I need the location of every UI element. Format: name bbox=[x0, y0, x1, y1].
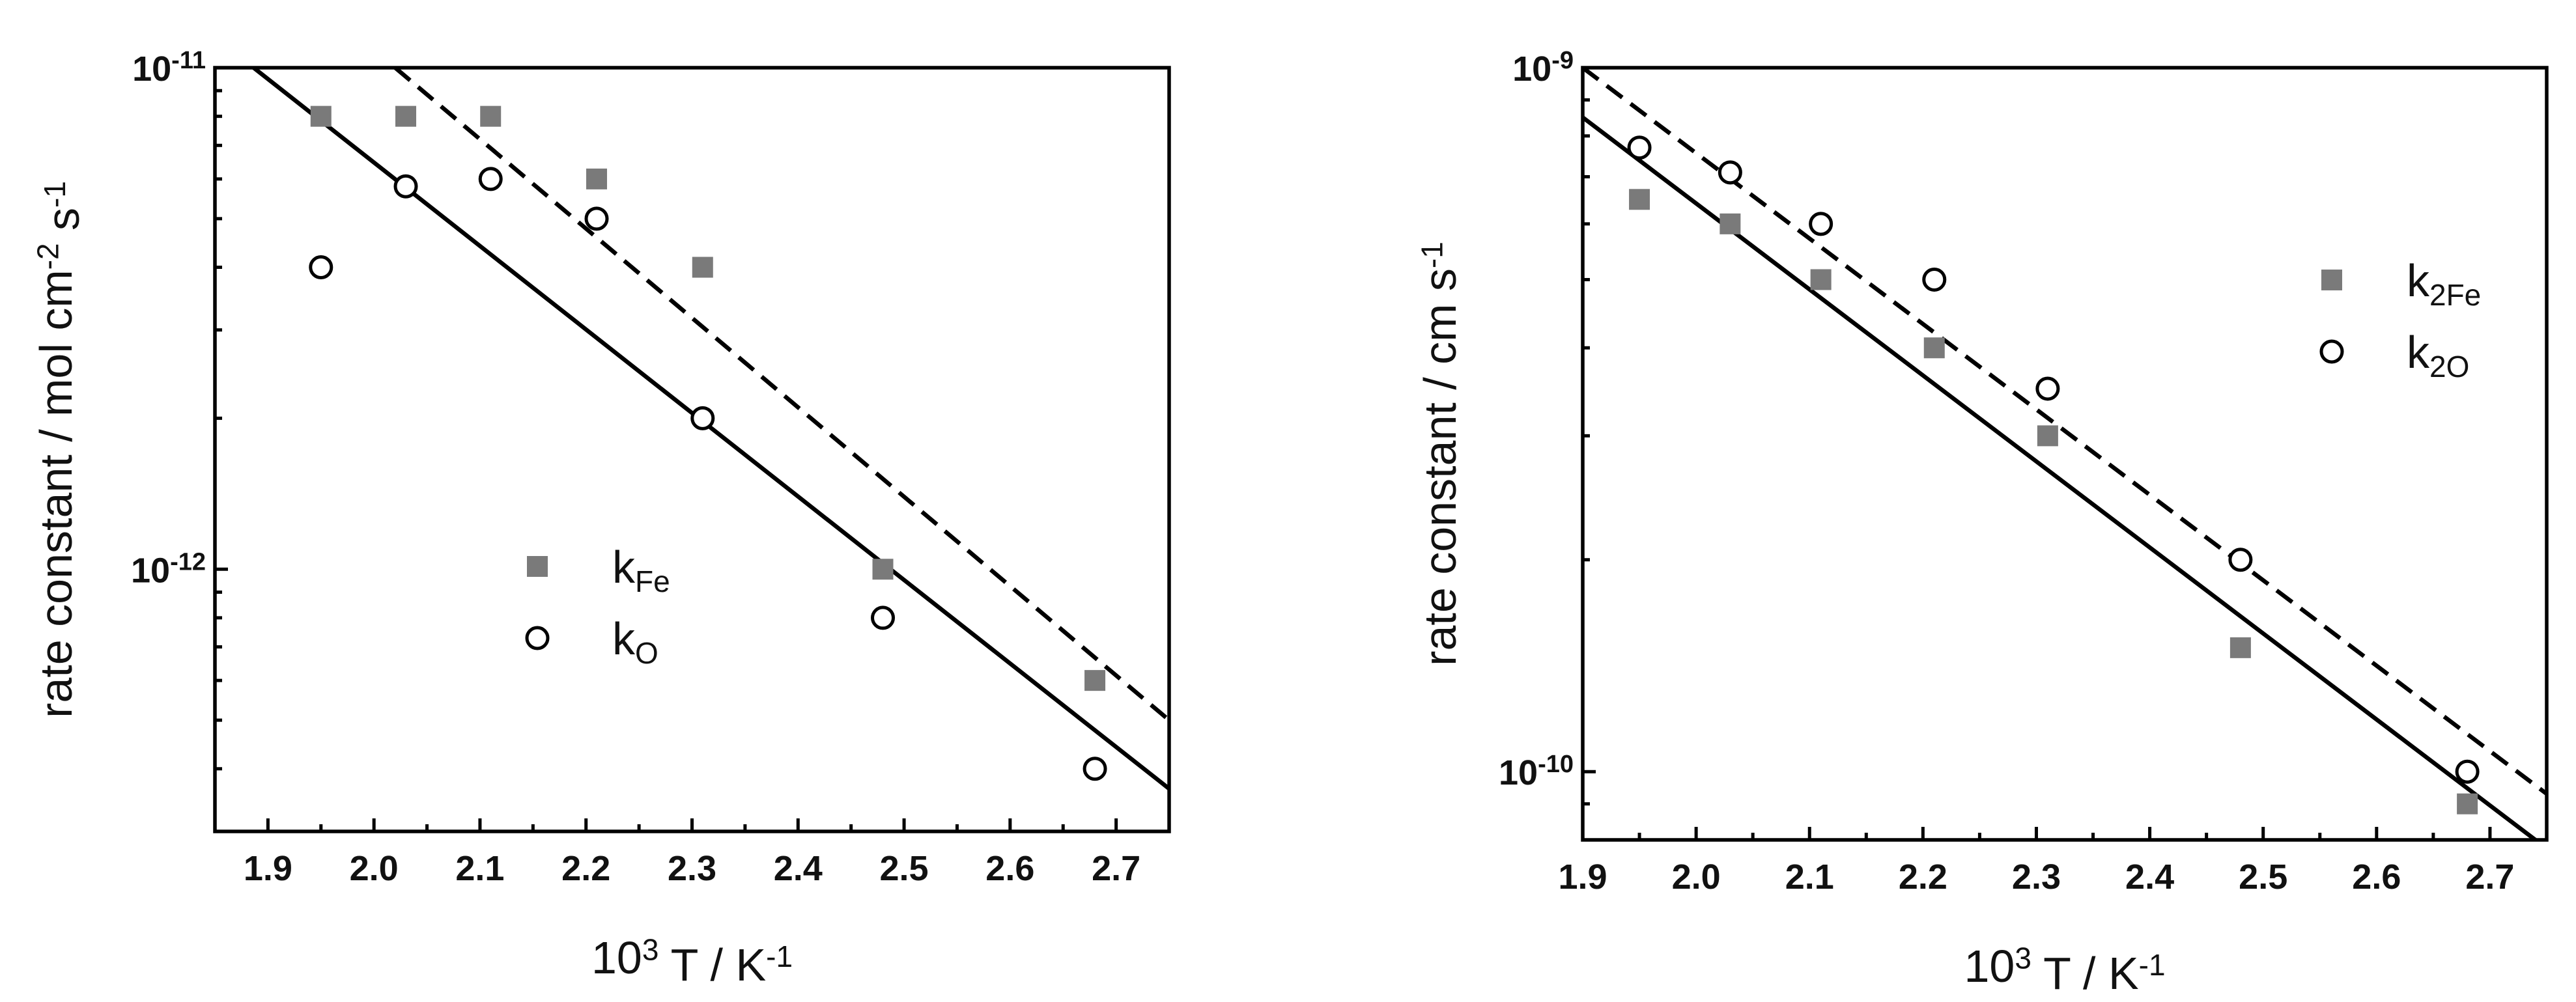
legend-marker bbox=[2319, 339, 2344, 364]
x-tick-label: 2.7 bbox=[1092, 849, 1140, 888]
x-tick-label: 2.5 bbox=[880, 849, 929, 888]
circle-data-point bbox=[1627, 135, 1652, 160]
legend-label: kFe bbox=[612, 542, 670, 598]
square-data-point bbox=[310, 105, 332, 127]
solid-fit-line bbox=[1583, 115, 2537, 840]
x-tick-label: 2.2 bbox=[561, 849, 610, 888]
circle-data-point bbox=[393, 174, 418, 199]
y-tick-label: 10-10 bbox=[1499, 751, 1574, 792]
plot-frame bbox=[213, 66, 1171, 833]
legend-marker bbox=[2321, 270, 2342, 290]
x-tick-label: 2.1 bbox=[1785, 857, 1834, 897]
plot-frame bbox=[1581, 66, 2549, 842]
circle-data-point bbox=[1718, 160, 1742, 185]
square-data-point bbox=[2229, 637, 2251, 658]
circle-data-point bbox=[871, 605, 895, 630]
circle-data-point bbox=[478, 167, 503, 191]
square-data-point bbox=[692, 257, 713, 278]
circle-data-point bbox=[2228, 548, 2253, 572]
x-tick-label: 1.9 bbox=[244, 849, 292, 888]
legend-label: k2Fe bbox=[2407, 255, 2481, 312]
square-data-point bbox=[395, 105, 416, 127]
dashed-fit-line bbox=[1583, 68, 2547, 796]
circle-data-point bbox=[2455, 759, 2480, 784]
square-data-point bbox=[2037, 425, 2058, 447]
circle-data-point bbox=[1922, 267, 1947, 292]
y-tick-label: 10-9 bbox=[1512, 47, 1574, 89]
y-tick-label: 10-12 bbox=[131, 548, 206, 590]
dashed-fit-line bbox=[393, 68, 1169, 722]
y-axis-title: rate constant / mol cm-2 s-1 bbox=[31, 181, 89, 718]
square-data-point bbox=[480, 105, 502, 127]
x-tick-label: 2.4 bbox=[2125, 857, 2174, 897]
circle-data-point bbox=[2035, 376, 2060, 401]
legend-label: kO bbox=[612, 613, 658, 670]
x-tick-label: 2.4 bbox=[774, 849, 823, 888]
circle-data-point bbox=[690, 406, 715, 430]
left-chart-panel: 1.9 2.0 2.1 2.2 2.3 2.4 2.5 2.6 2.7 10-11 10-12 kFe… bbox=[31, 47, 1171, 990]
square-data-point bbox=[1084, 670, 1106, 691]
legend-marker bbox=[527, 556, 548, 577]
y-tick-label: 10-11 bbox=[132, 47, 206, 89]
circle-data-point bbox=[1809, 212, 1833, 236]
square-data-point bbox=[872, 559, 894, 580]
x-axis-title: 103 T / K-1 bbox=[1964, 941, 2165, 999]
x-tick-label: 2.0 bbox=[1672, 857, 1721, 897]
legend-marker bbox=[525, 626, 550, 650]
circle-data-point bbox=[584, 206, 609, 231]
x-tick-label: 2.0 bbox=[350, 849, 399, 888]
square-data-point bbox=[1923, 337, 1945, 359]
square-data-point bbox=[2457, 793, 2478, 814]
x-tick-label: 2.6 bbox=[2352, 857, 2401, 897]
x-tick-label: 2.5 bbox=[2239, 857, 2287, 897]
x-tick-label: 2.3 bbox=[2012, 857, 2061, 897]
x-tick-label: 2.7 bbox=[2465, 857, 2514, 897]
square-data-point bbox=[586, 168, 607, 189]
x-tick-label: 2.1 bbox=[455, 849, 504, 888]
square-data-point bbox=[1629, 189, 1650, 210]
circle-data-point bbox=[309, 255, 333, 280]
x-tick-label: 2.2 bbox=[1899, 857, 1947, 897]
circle-data-point bbox=[1083, 757, 1107, 781]
square-data-point bbox=[1810, 269, 1832, 290]
x-tick-label: 2.6 bbox=[985, 849, 1034, 888]
y-axis-title: rate constant / cm s-1 bbox=[1415, 242, 1465, 666]
x-tick-label: 1.9 bbox=[1558, 857, 1607, 897]
right-chart-panel: 1.9 2.0 2.1 2.2 2.3 2.4 2.5 2.6 2.7 10-9 10-10 k2Fe… bbox=[1415, 47, 2549, 999]
square-data-point bbox=[1720, 213, 1741, 234]
x-axis-title: 103 T / K-1 bbox=[591, 932, 793, 990]
x-tick-label: 2.3 bbox=[668, 849, 716, 888]
legend-label: k2O bbox=[2407, 327, 2469, 383]
